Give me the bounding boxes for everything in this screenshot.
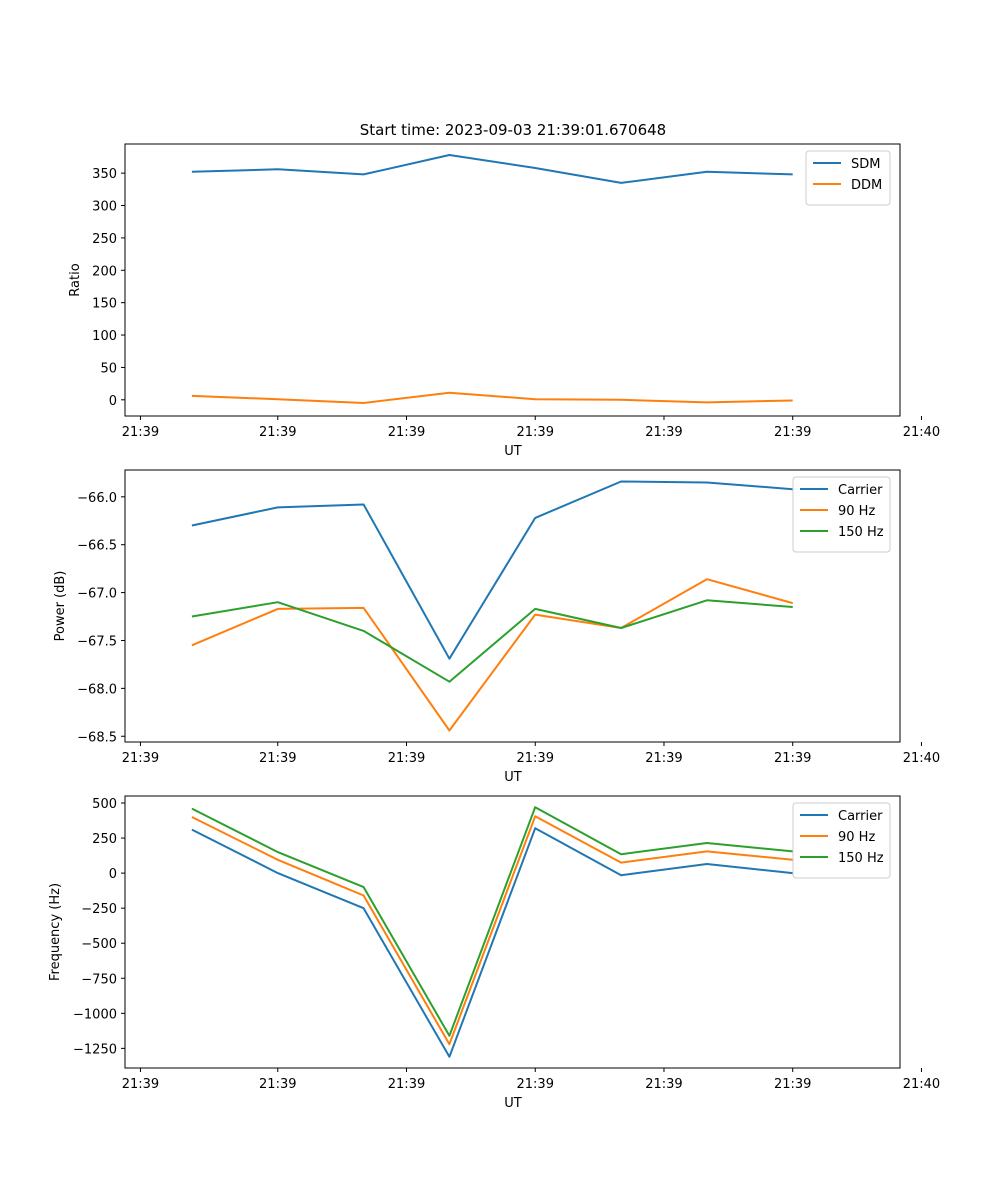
y-tick-label: −1250 xyxy=(73,1042,117,1057)
x-tick-label: 21:39 xyxy=(517,425,554,440)
x-tick-label: 21:39 xyxy=(774,751,811,766)
y-tick-label: 100 xyxy=(92,329,117,344)
legend: Carrier 90 Hz 150 Hz xyxy=(792,802,891,879)
x-tick-label: 21:39 xyxy=(259,1077,296,1092)
x-tick-label: 21:39 xyxy=(122,1077,159,1092)
y-axis-label: Frequency (Hz) xyxy=(48,883,63,981)
frequency-plot-area: 21:39 21:39 21:39 21:39 21:39 21:39 21:40 −1250… xyxy=(73,795,940,1092)
axes-frame xyxy=(124,469,901,743)
axes-frame xyxy=(124,143,901,417)
series-line-carrier xyxy=(191,827,793,1058)
legend-entry: SDM xyxy=(851,157,880,172)
ratio-plot-area: 21:39 21:39 21:39 21:39 21:39 21:39 21:40 0 50 10… xyxy=(92,143,940,440)
y-tick-label: −500 xyxy=(81,937,117,952)
legend-box xyxy=(792,802,891,879)
y-tick-label: −68.5 xyxy=(77,730,117,745)
y-tick-label: −750 xyxy=(81,972,117,987)
y-tick-label: 350 xyxy=(92,167,117,182)
x-tick-label: 21:39 xyxy=(388,751,425,766)
x-tick-label: 21:40 xyxy=(903,1077,940,1092)
x-tick-label: 21:40 xyxy=(903,425,940,440)
x-tick-label: 21:39 xyxy=(645,425,682,440)
series-line-90-hz xyxy=(191,815,793,1046)
y-tick-label: 0 xyxy=(109,867,117,882)
y-tick-label: 250 xyxy=(92,232,117,247)
x-tick-label: 21:39 xyxy=(774,425,811,440)
series-line-150-hz xyxy=(191,806,793,1037)
legend-entry: 150 Hz xyxy=(838,851,884,866)
legend-entry: 90 Hz xyxy=(838,830,875,845)
x-tick-label: 21:39 xyxy=(774,1077,811,1092)
x-tick-label: 21:39 xyxy=(259,751,296,766)
legend-entry: Carrier xyxy=(838,809,883,824)
y-tick-label: −66.5 xyxy=(77,539,117,554)
ratio-panel: Start time: 2023-09-03 21:39:01.670648 U… xyxy=(68,121,940,459)
legend-box xyxy=(792,476,891,553)
y-tick-label: 500 xyxy=(92,797,117,812)
power-plot-area: 21:39 21:39 21:39 21:39 21:39 21:39 21:40 −68.5… xyxy=(77,469,940,766)
x-tick-label: 21:39 xyxy=(645,751,682,766)
axes-frame xyxy=(124,795,901,1069)
y-tick-label: −1000 xyxy=(73,1007,117,1022)
x-tick-label: 21:39 xyxy=(259,425,296,440)
legend-entry: 150 Hz xyxy=(838,525,884,540)
y-axis-label: Ratio xyxy=(68,263,83,296)
y-tick-label: 0 xyxy=(109,394,117,409)
x-axis-label: UT xyxy=(504,444,522,459)
series-line-carrier xyxy=(191,480,793,660)
legend-box xyxy=(805,150,891,206)
series-line-sdm xyxy=(191,154,793,184)
x-tick-label: 21:39 xyxy=(388,425,425,440)
x-tick-label: 21:39 xyxy=(122,425,159,440)
frequency-panel: UT Frequency (Hz) 21:39 21:39 21:39 21:39 21… xyxy=(48,795,940,1111)
x-axis-label: UT xyxy=(504,1096,522,1111)
y-tick-label: 200 xyxy=(92,264,117,279)
x-tick-label: 21:39 xyxy=(645,1077,682,1092)
x-axis-label: UT xyxy=(504,770,522,785)
series-line-ddm xyxy=(191,391,793,404)
legend: Carrier 90 Hz 150 Hz xyxy=(792,476,891,553)
y-axis-label: Power (dB) xyxy=(53,571,68,642)
y-tick-label: 50 xyxy=(100,361,117,376)
y-tick-label: 250 xyxy=(92,832,117,847)
y-tick-label: −67.0 xyxy=(77,587,117,602)
x-tick-label: 21:39 xyxy=(388,1077,425,1092)
y-tick-label: −68.0 xyxy=(77,682,117,697)
y-tick-label: −250 xyxy=(81,902,117,917)
x-tick-label: 21:39 xyxy=(122,751,159,766)
legend-entry: Carrier xyxy=(838,483,883,498)
series-line-150-hz xyxy=(191,599,793,683)
chart-title: Start time: 2023-09-03 21:39:01.670648 xyxy=(360,121,666,139)
power-panel: UT Power (dB) 21:39 21:39 21:39 21:39 21:39 2… xyxy=(53,469,940,785)
x-tick-label: 21:40 xyxy=(903,751,940,766)
y-tick-label: 300 xyxy=(92,200,117,215)
legend-entry: DDM xyxy=(851,178,882,193)
y-tick-label: −66.0 xyxy=(77,491,117,506)
legend-entry: 90 Hz xyxy=(838,504,875,519)
series-line-90-hz xyxy=(191,578,793,732)
y-tick-label: −67.5 xyxy=(77,634,117,649)
x-tick-label: 21:39 xyxy=(517,751,554,766)
x-tick-label: 21:39 xyxy=(517,1077,554,1092)
legend: SDM DDM xyxy=(805,150,891,206)
y-tick-label: 150 xyxy=(92,297,117,312)
